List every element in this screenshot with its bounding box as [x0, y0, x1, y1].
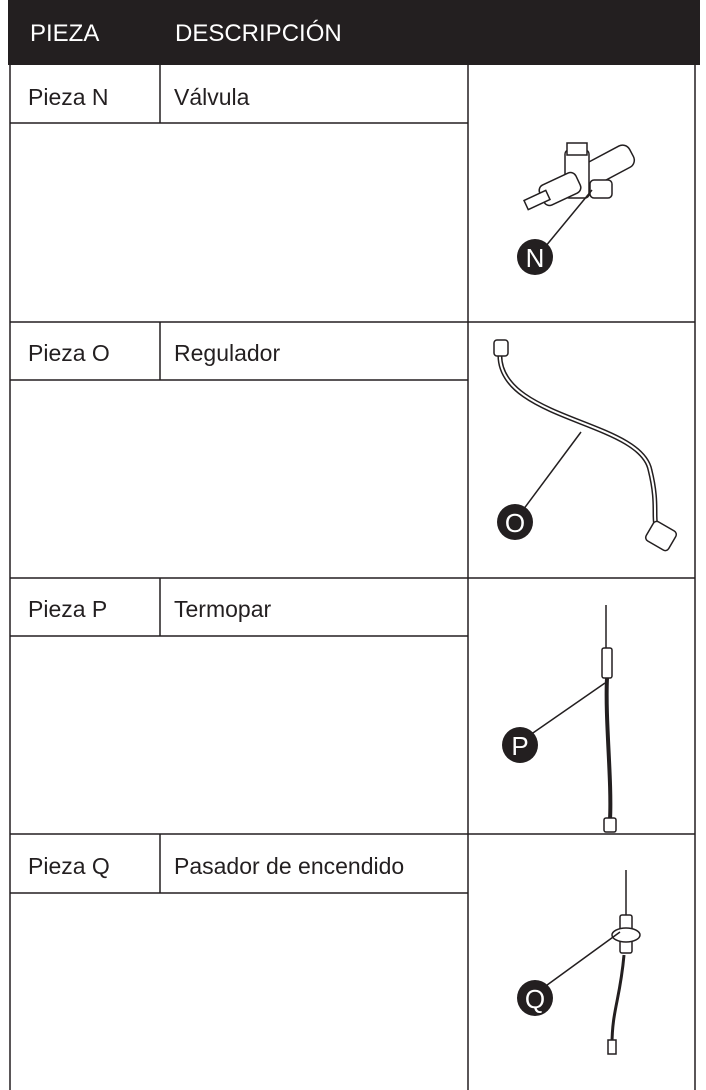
piece-name: Pieza O — [28, 340, 110, 366]
header-text: PIEZA — [30, 20, 100, 47]
description: Termopar — [174, 596, 272, 622]
callout-label: Q — [525, 984, 545, 1014]
table-header: PIEZA DESCRIPCIÓN — [8, 0, 700, 65]
callout-label: O — [505, 508, 525, 538]
description: Válvula — [174, 84, 250, 110]
callout-label: N — [526, 243, 545, 273]
header-text: DESCRIPCIÓN — [175, 20, 342, 47]
callout-label: P — [511, 731, 528, 761]
piece-name: Pieza N — [28, 84, 109, 110]
description: Regulador — [174, 340, 281, 366]
piece-name: Pieza Q — [28, 853, 110, 879]
part-illustrations — [493, 142, 678, 1055]
description: Pasador de encendido — [174, 853, 405, 879]
piece-name: Pieza P — [28, 596, 108, 622]
callouts — [497, 239, 553, 1016]
